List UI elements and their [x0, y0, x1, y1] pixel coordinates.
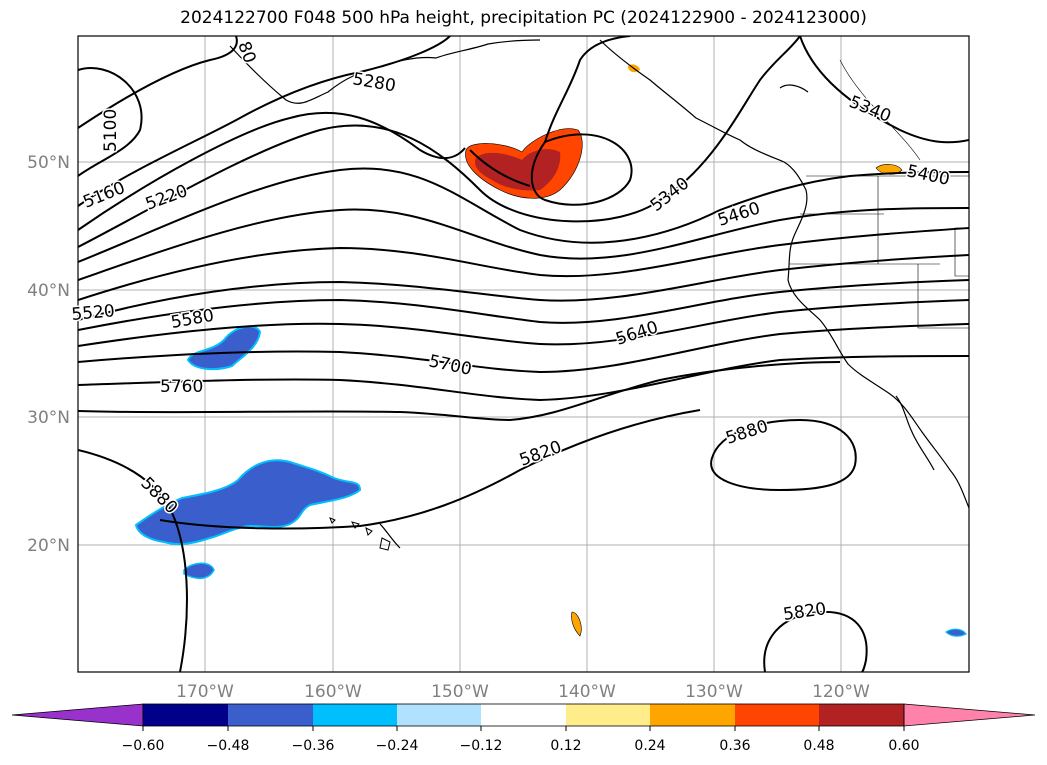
- colorbar-swatch: [903, 703, 1036, 727]
- lat-tick-labels: 50°N 40°N 30°N 20°N: [27, 153, 70, 556]
- colorbar-tick-label: −0.24: [376, 738, 419, 754]
- colorbar-tick-label: −0.48: [207, 738, 250, 754]
- lon-tick-label: 120°W: [812, 682, 870, 702]
- colorbar-tick-label: 0.24: [634, 738, 665, 754]
- height-contours: [78, 36, 969, 672]
- colorbar-swatch: [313, 704, 397, 726]
- colorbar: −0.60 −0.48 −0.36 −0.24 −0.12 0.12 0.24 …: [11, 703, 1036, 754]
- precip-positive-area: [465, 64, 903, 637]
- colorbar-tick-labels: −0.60 −0.48 −0.36 −0.24 −0.12 0.12 0.24 …: [122, 738, 920, 754]
- colorbar-swatch: [143, 704, 228, 726]
- lon-tick-label: 130°W: [685, 682, 743, 702]
- colorbar-tick-label: −0.36: [292, 738, 335, 754]
- lon-tick-label: 170°W: [176, 682, 234, 702]
- lon-tick-label: 160°W: [304, 682, 362, 702]
- contour-label: 5820: [782, 599, 828, 625]
- precip-negative-area: [134, 325, 967, 637]
- colorbar-frame: [142, 703, 905, 727]
- colorbar-tick-label: 0.60: [888, 738, 919, 754]
- colorbar-ticks: [142, 726, 905, 731]
- colorbar-swatch: [819, 704, 904, 726]
- map-title: 2024122700 F048 500 hPa height, precipit…: [180, 8, 867, 28]
- colorbar-tick-label: 0.12: [550, 738, 581, 754]
- lon-tick-label: 140°W: [558, 682, 616, 702]
- lat-tick-label: 20°N: [27, 536, 70, 556]
- colorbar-tick-label: 0.36: [719, 738, 750, 754]
- lon-tick-labels: 170°W 160°W 150°W 140°W 130°W 120°W: [176, 682, 870, 702]
- colorbar-swatch: [228, 704, 313, 726]
- lon-tick-label: 150°W: [431, 682, 489, 702]
- coastlines: [229, 39, 969, 549]
- contour-label: 5100: [101, 109, 121, 152]
- colorbar-tick-label: 0.48: [803, 738, 834, 754]
- colorbar-swatch: [735, 704, 819, 726]
- contour-label: 5760: [160, 377, 203, 397]
- colorbar-swatch: [11, 703, 144, 727]
- map-frame: [77, 35, 970, 673]
- colorbar-tick-label: −0.60: [122, 738, 165, 754]
- colorbar-tick-label: −0.12: [460, 738, 503, 754]
- colorbar-swatch: [397, 704, 481, 726]
- lat-tick-label: 50°N: [27, 153, 70, 173]
- contour-label: 5520: [71, 301, 116, 325]
- colorbar-swatch: [650, 704, 735, 726]
- colorbar-swatch: [481, 704, 566, 726]
- colorbar-swatch: [566, 704, 650, 726]
- lat-tick-label: 40°N: [27, 281, 70, 301]
- lat-tick-label: 30°N: [27, 408, 70, 428]
